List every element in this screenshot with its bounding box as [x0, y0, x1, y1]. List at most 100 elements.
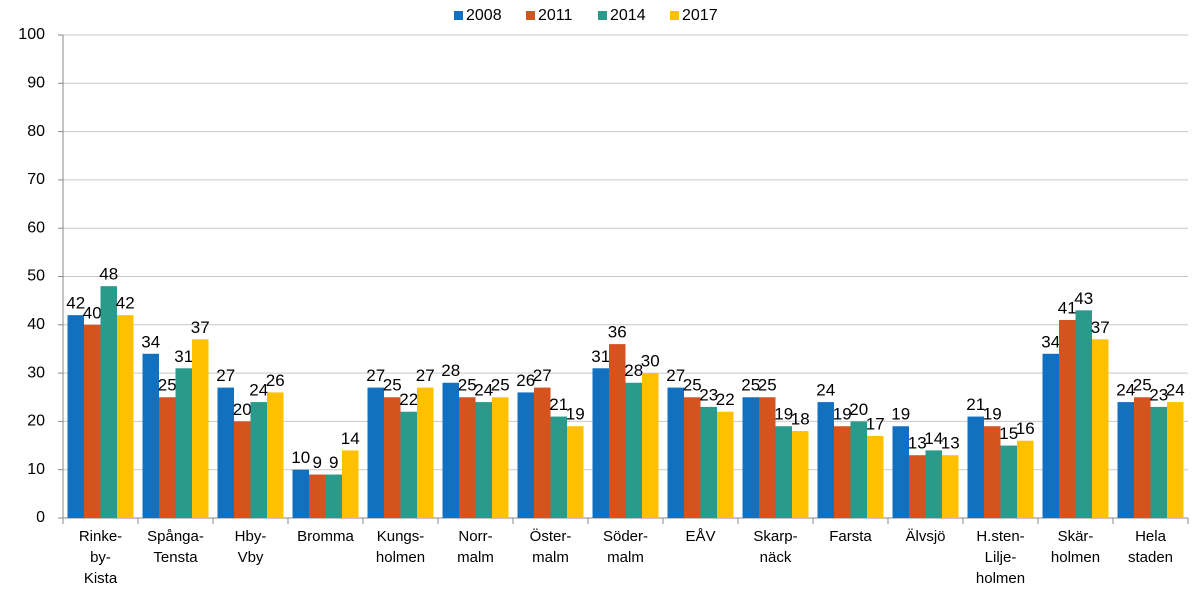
bar — [325, 474, 342, 518]
bar — [592, 368, 609, 518]
data-label: 25 — [383, 376, 402, 395]
y-tick-label: 20 — [27, 413, 45, 430]
data-label: 27 — [416, 366, 435, 385]
data-label: 25 — [1133, 376, 1152, 395]
bar — [609, 344, 626, 518]
bar — [442, 382, 459, 518]
data-label: 25 — [158, 376, 177, 395]
bar — [625, 382, 642, 518]
bar — [417, 387, 434, 518]
bar — [1075, 310, 1092, 518]
data-label: 20 — [849, 400, 868, 419]
data-label: 28 — [441, 361, 460, 380]
data-label: 27 — [666, 366, 685, 385]
data-label: 18 — [791, 410, 810, 429]
bar — [567, 426, 584, 518]
data-label: 37 — [1091, 318, 1110, 337]
x-tick-label: Älvsjö — [905, 528, 946, 545]
x-tick-label: Hby- Vby — [234, 528, 267, 566]
y-tick-label: 60 — [27, 219, 45, 236]
bar — [384, 397, 401, 518]
bar — [492, 397, 509, 518]
bar — [942, 455, 959, 518]
legend-swatch — [670, 11, 679, 20]
bar — [834, 426, 851, 518]
bar — [967, 416, 984, 518]
data-label: 24 — [1166, 381, 1185, 400]
bar — [250, 402, 267, 518]
data-label: 21 — [966, 395, 985, 414]
bar — [1092, 339, 1109, 518]
bar — [292, 469, 309, 518]
x-tick-label: H.sten- Lilje- holmen — [975, 528, 1026, 587]
x-tick-label: Spånga- Tensta — [147, 528, 204, 566]
bar — [309, 474, 326, 518]
data-label: 24 — [816, 381, 835, 400]
data-label: 43 — [1074, 289, 1093, 308]
data-label: 31 — [591, 347, 610, 366]
data-label: 19 — [774, 405, 793, 424]
y-tick-label: 80 — [27, 123, 45, 140]
legend-label: 2017 — [682, 7, 718, 24]
data-label: 25 — [683, 376, 702, 395]
bar — [742, 397, 759, 518]
data-label: 20 — [233, 400, 252, 419]
data-label: 40 — [83, 303, 102, 322]
bar — [717, 411, 734, 518]
bar — [1059, 319, 1076, 518]
data-label: 9 — [313, 453, 322, 472]
y-tick-label: 70 — [27, 171, 45, 188]
bar — [984, 426, 1001, 518]
data-label: 41 — [1058, 298, 1077, 317]
bar — [817, 402, 834, 518]
data-label: 14 — [924, 429, 943, 448]
bar — [850, 421, 867, 518]
bar — [909, 455, 926, 518]
bar — [1134, 397, 1151, 518]
bar — [342, 450, 359, 518]
bar — [1167, 402, 1184, 518]
data-label: 27 — [366, 366, 385, 385]
bar — [459, 397, 476, 518]
legend-swatch — [526, 11, 535, 20]
y-tick-label: 40 — [27, 316, 45, 333]
y-tick-label: 90 — [27, 75, 45, 92]
bar — [534, 387, 551, 518]
x-tick-label: Norr- malm — [457, 528, 494, 566]
y-tick-label: 100 — [18, 26, 45, 43]
x-tick-label: Kungs- holmen — [375, 528, 426, 566]
bar — [117, 315, 134, 518]
data-label: 19 — [983, 405, 1002, 424]
data-label: 15 — [999, 424, 1018, 443]
data-label: 25 — [458, 376, 477, 395]
data-label: 23 — [699, 385, 718, 404]
data-label: 10 — [291, 448, 310, 467]
bar — [642, 373, 659, 518]
data-label: 34 — [1041, 332, 1060, 351]
legend-label: 2011 — [538, 7, 573, 24]
data-label: 21 — [549, 395, 568, 414]
data-label: 30 — [641, 352, 660, 371]
bar — [1150, 406, 1167, 518]
data-label: 27 — [216, 366, 235, 385]
y-tick-label: 30 — [27, 364, 45, 381]
bar — [667, 387, 684, 518]
data-label: 25 — [758, 376, 777, 395]
data-label: 42 — [66, 294, 85, 313]
y-tick-label: 50 — [27, 268, 45, 285]
bar — [700, 406, 717, 518]
bar — [100, 286, 117, 518]
x-tick-label: Skarp- näck — [753, 528, 798, 566]
bar — [1017, 440, 1034, 518]
bar — [1117, 402, 1134, 518]
bar — [84, 324, 101, 518]
data-label: 36 — [608, 323, 627, 342]
x-tick-label: Bromma — [297, 528, 354, 545]
y-tick-label: 10 — [27, 461, 45, 478]
x-tick-label: Öster- malm — [529, 528, 572, 566]
data-label: 26 — [516, 371, 535, 390]
data-label: 24 — [249, 381, 268, 400]
bar — [475, 402, 492, 518]
